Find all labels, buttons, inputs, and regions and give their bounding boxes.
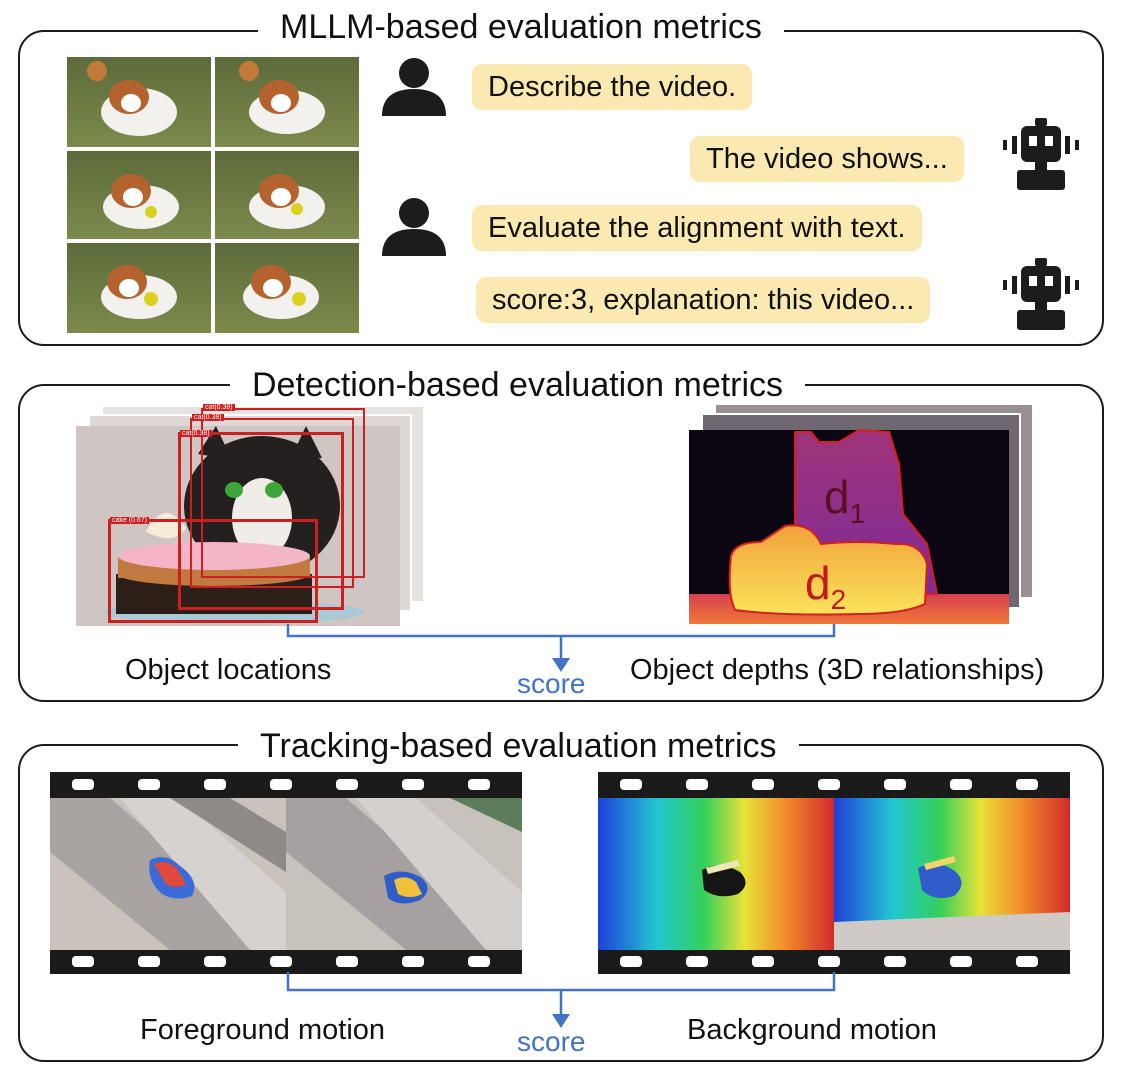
background-motion-label: Background motion <box>687 1014 937 1046</box>
mllm-panel-title: MLLM-based evaluation metrics <box>258 7 784 47</box>
robot-icon <box>1000 118 1082 192</box>
dog-frame-3 <box>67 151 211 239</box>
tracking-panel-title: Tracking-based evaluation metrics <box>238 726 799 766</box>
box-label: cake (0.67) <box>110 517 150 524</box>
dog-frame-1 <box>67 57 211 147</box>
dog-frame-5 <box>67 243 211 333</box>
dog-frame-4 <box>215 151 359 239</box>
box-label: cat(0.38) <box>192 414 224 421</box>
cake-bounding-box <box>108 519 318 623</box>
depth-label-d2: d2 <box>805 557 847 616</box>
robot-icon <box>1000 258 1082 332</box>
object-locations-label: Object locations <box>125 654 332 686</box>
person-icon <box>380 196 448 258</box>
object-depths-label: Object depths (3D relationships) <box>630 654 1045 686</box>
box-label: cat(0.38) <box>203 404 235 411</box>
cat-bounding-box-back <box>201 408 365 578</box>
foreground-film-strip <box>50 772 522 974</box>
detection-panel-title: Detection-based evaluation metrics <box>230 365 806 405</box>
video-frame-grid <box>67 57 359 333</box>
foreground-motion-label: Foreground motion <box>140 1014 386 1046</box>
detection-score-connector <box>280 620 846 676</box>
person-icon <box>380 56 448 118</box>
detection-score-label: score <box>517 668 586 699</box>
chat-bubble-user: Evaluate the alignment with text. <box>472 205 922 251</box>
depth-label-d1: d1 <box>824 471 866 530</box>
dog-frame-6 <box>215 243 359 333</box>
tracking-score-connector <box>280 972 846 1032</box>
tracking-score-label: score <box>517 1026 586 1057</box>
background-film-strip <box>598 772 1070 974</box>
detection-frame-stack: cat(0.38) cat(0.38) cat(0.38) cake (0.67… <box>76 404 426 626</box>
chat-bubble-model: score:3, explanation: this video... <box>476 277 931 323</box>
cat-bounding-box-mid <box>190 418 354 588</box>
box-label: cat(0.38) <box>180 430 212 437</box>
dog-frame-2 <box>215 57 359 147</box>
depth-frame-stack: d1 d2 <box>689 404 1037 626</box>
chat-bubble-user: Describe the video. <box>472 64 753 110</box>
chat-bubble-model: The video shows... <box>690 136 964 182</box>
